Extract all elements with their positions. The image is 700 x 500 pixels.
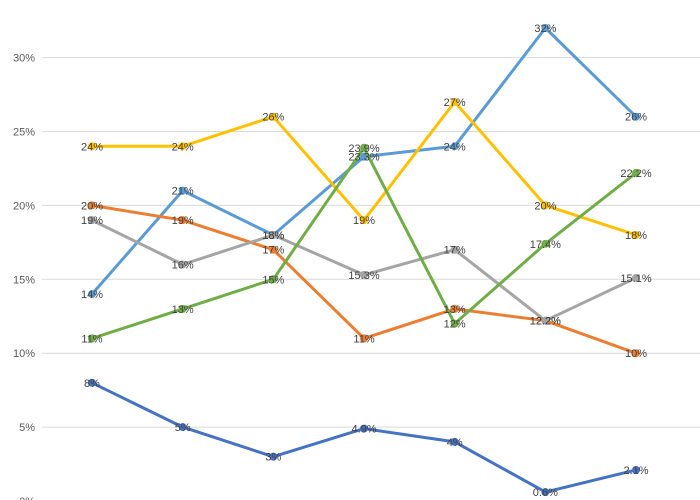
data-label: 21%: [172, 186, 194, 198]
data-point: [269, 275, 278, 284]
data-label: 24%: [81, 141, 103, 153]
y-tick-label: 30%: [13, 53, 35, 65]
data-label: 17%: [444, 245, 466, 257]
data-label: 2.1%: [623, 465, 648, 477]
data-point: [178, 216, 187, 225]
data-label: 15.1%: [620, 273, 651, 285]
data-label: 20%: [534, 200, 556, 212]
y-tick-label: 25%: [13, 127, 35, 139]
data-point: [88, 334, 96, 343]
data-point: [269, 230, 278, 239]
data-label: 11%: [81, 333, 102, 345]
data-label: 11%: [353, 333, 374, 345]
y-tick-label: 10%: [13, 348, 35, 360]
data-label: 24%: [444, 141, 466, 153]
grid-layer: [42, 57, 700, 428]
data-point: [269, 452, 278, 461]
data-label: 23.9%: [348, 143, 379, 155]
data-label: 32%: [534, 23, 556, 35]
data-label-layer: 14% 21% 18% 23.3% 24% 32% 26% 20% 19% 17% 11% 13% 12…: [81, 23, 652, 499]
series-layer: [88, 24, 641, 497]
data-label: 4.9%: [351, 424, 376, 436]
data-point: [632, 465, 641, 474]
data-point: [88, 290, 96, 299]
data-label: 13%: [172, 304, 194, 316]
data-label: 12.2%: [530, 316, 561, 328]
data-label: 5%: [175, 422, 191, 434]
series-line-6: [90, 381, 638, 494]
data-label: 10%: [625, 348, 647, 360]
data-point: [88, 142, 96, 151]
data-point: [178, 304, 187, 313]
data-point: [541, 239, 550, 248]
data-point: [632, 112, 641, 121]
data-point: [178, 423, 187, 432]
data-label: 12.2%: [530, 316, 561, 328]
data-point: [360, 216, 369, 225]
data-label: 15.3%: [348, 270, 379, 282]
y-tick-label: 15%: [13, 274, 35, 286]
data-label: 12%: [444, 319, 466, 331]
data-point: [541, 201, 550, 210]
data-point: [88, 201, 96, 210]
data-point: [450, 437, 459, 446]
data-point: [450, 142, 459, 151]
data-label: 8%: [84, 378, 100, 390]
y-axis-tick-labels: 0% 5% 10% 15% 20% 25% 30%: [13, 53, 35, 500]
data-point: [450, 304, 459, 313]
data-point: [541, 488, 550, 497]
data-label: 24%: [172, 141, 194, 153]
data-point: [541, 24, 550, 33]
y-tick-label: 5%: [19, 422, 35, 434]
data-label: 18%: [262, 230, 284, 242]
data-label: 19%: [353, 215, 375, 227]
data-label: 26%: [262, 112, 284, 124]
data-point: [450, 97, 459, 106]
data-label: 26%: [625, 112, 647, 124]
y-tick-label: 0%: [19, 496, 35, 500]
data-label: 18%: [625, 230, 647, 242]
data-point: [178, 260, 187, 269]
data-point: [632, 349, 641, 358]
data-label: 27%: [444, 97, 466, 109]
data-label: 3%: [265, 452, 281, 464]
data-label: 17.4%: [530, 239, 561, 251]
data-point: [269, 245, 278, 254]
data-point: [269, 112, 278, 121]
data-point: [178, 186, 187, 195]
data-point: [450, 319, 459, 328]
data-point: [541, 316, 550, 325]
data-label: 16%: [172, 260, 194, 272]
data-label: 15%: [262, 274, 284, 286]
data-label: 17%: [262, 245, 284, 257]
data-point: [632, 168, 641, 177]
data-point: [360, 143, 369, 152]
data-label: 13%: [444, 304, 466, 316]
data-point: [632, 230, 641, 239]
data-label: 19%: [81, 215, 103, 227]
data-point: [632, 273, 641, 282]
data-label: 19%: [172, 215, 194, 227]
data-point: [178, 142, 187, 151]
data-point: [360, 270, 369, 279]
data-point: [450, 245, 459, 254]
y-tick-label: 20%: [13, 200, 35, 212]
data-point: [88, 216, 96, 225]
data-label: 14%: [81, 289, 103, 301]
data-point: [360, 424, 369, 433]
data-label: 18%: [262, 230, 284, 242]
data-label: 4%: [447, 437, 463, 449]
data-label: 20%: [81, 200, 103, 212]
data-point: [360, 334, 369, 343]
data-point: [88, 378, 96, 387]
data-label: 23.3%: [348, 152, 379, 164]
data-label: 0.6%: [533, 487, 558, 499]
data-label: 22.2%: [620, 168, 651, 180]
